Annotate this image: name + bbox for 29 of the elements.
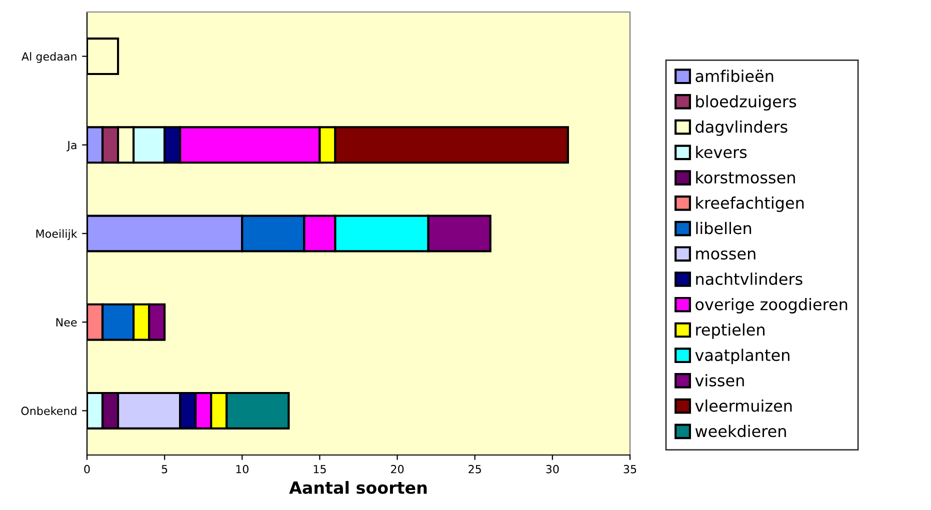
legend-label: vleermuizen: [695, 399, 792, 412]
legend-label: vissen: [695, 374, 744, 386]
x-axis-title: Aantal soorten: [289, 481, 427, 494]
x-tick-label: 35: [624, 464, 636, 474]
legend-label: nachtvlinders: [696, 272, 802, 285]
legend-label: mossen: [696, 250, 756, 260]
legend-label: bloedzuigers: [696, 95, 796, 111]
y-tick-label: Nee: [56, 318, 77, 326]
x-tick-label: 15: [314, 465, 326, 474]
x-tick-label: 30: [546, 464, 559, 474]
x-tick-label: 25: [468, 464, 481, 474]
legend-label: libellen: [696, 222, 752, 234]
legend-label: amfibieën: [696, 70, 774, 82]
x-tick-label: 5: [162, 465, 168, 474]
legend-label: weekdieren: [695, 424, 786, 438]
y-tick-label: Onbekend: [21, 406, 76, 416]
legend-label: vaatplanten: [695, 348, 790, 364]
legend-label: reptielen: [696, 323, 764, 339]
legend-label: korstmossen: [696, 171, 795, 184]
legend-label: overige zoogdieren: [696, 298, 848, 314]
x-tick-label: 20: [391, 464, 404, 474]
legend-label: kreefachtigen: [696, 196, 804, 212]
y-tick-label: Ja: [66, 141, 76, 152]
x-tick-label: 0: [84, 464, 90, 474]
legend-label: kevers: [696, 146, 747, 158]
legend-label: dagvlinders: [696, 120, 788, 136]
y-tick-label: Al gedaan: [22, 52, 76, 63]
x-tick-label: 10: [236, 464, 248, 474]
y-tick-label: Moeilijk: [36, 229, 78, 240]
